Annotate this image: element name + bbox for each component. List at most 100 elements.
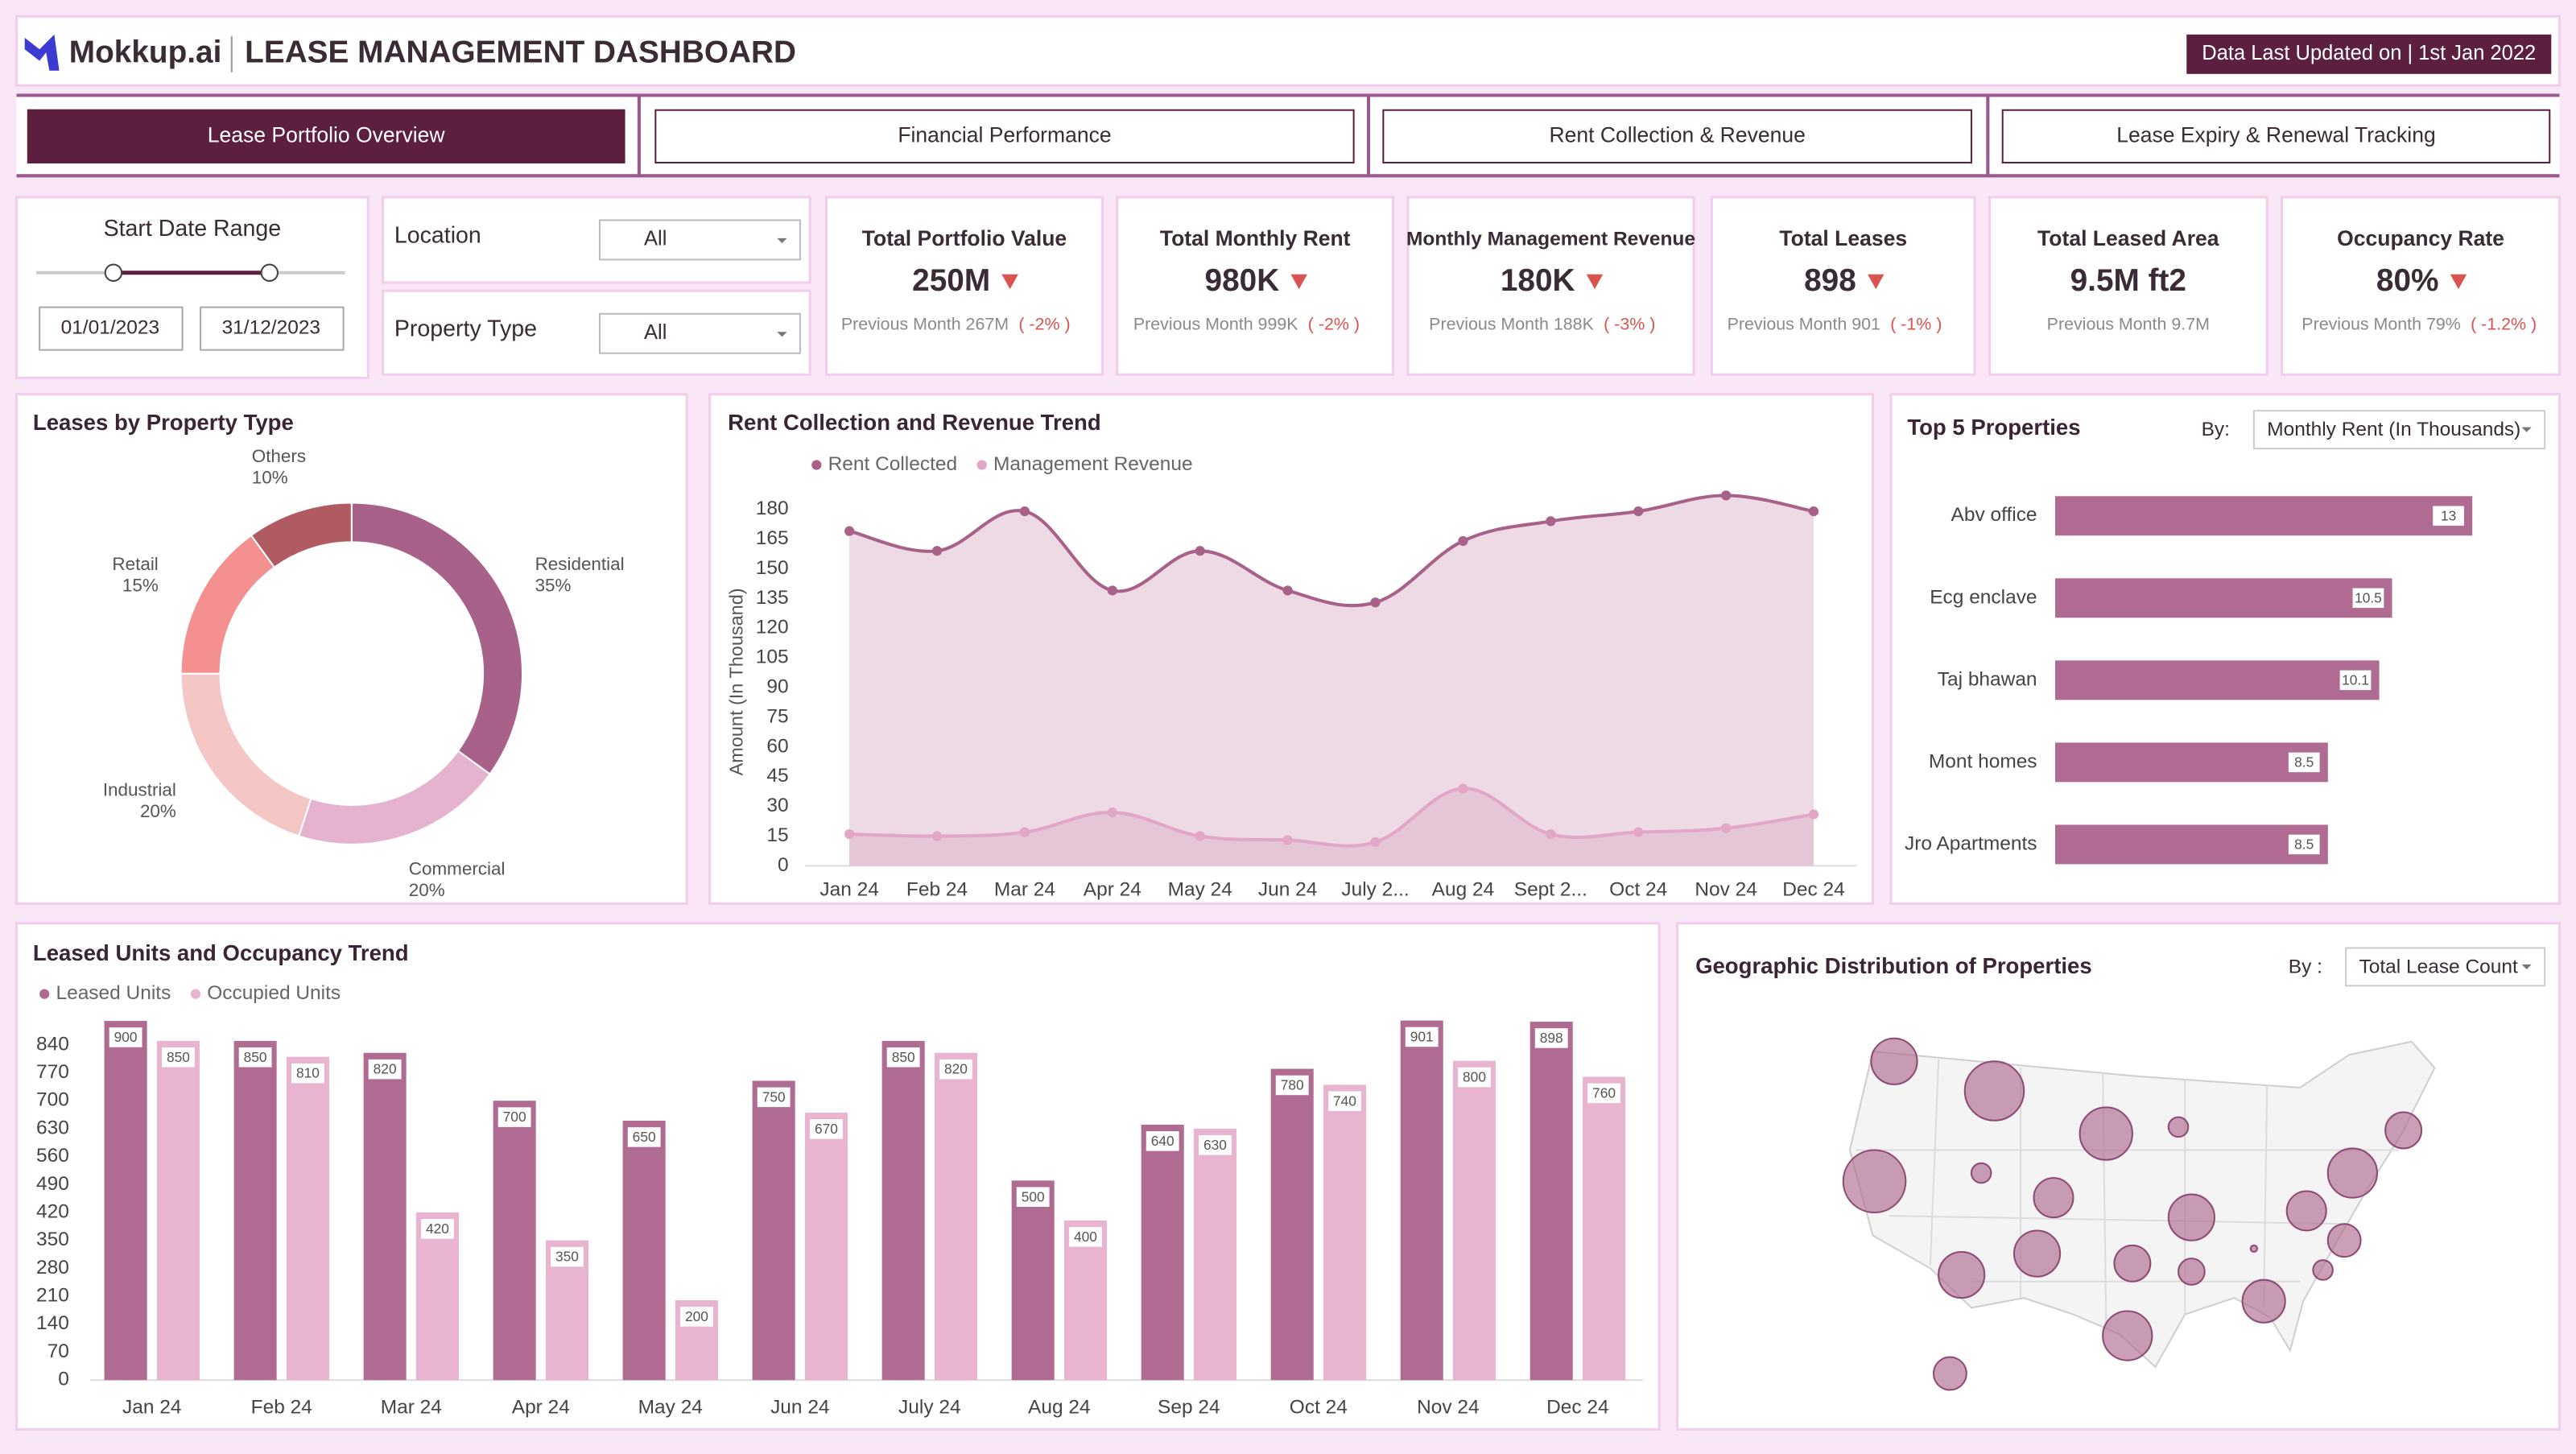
caret bbox=[2521, 427, 2532, 432]
slice-label: Commercial bbox=[409, 859, 506, 879]
bubble bbox=[2113, 1244, 2152, 1283]
point bbox=[1458, 783, 1468, 794]
y-tick-label: 700 bbox=[36, 1089, 69, 1111]
value-label: 901 bbox=[1410, 1029, 1434, 1045]
by-value: Total Lease Count bbox=[2359, 956, 2518, 977]
brand: Mokkup.ai bbox=[69, 35, 222, 70]
value-box bbox=[1328, 1091, 1361, 1112]
x-tick-label: Jun 24 bbox=[1258, 879, 1317, 901]
by-dropdown[interactable] bbox=[2345, 947, 2546, 987]
x-tick-label: Sep 24 bbox=[1158, 1396, 1220, 1418]
bubble bbox=[1963, 1060, 2025, 1121]
kpi-previous: Previous Month 901 bbox=[1728, 315, 1880, 334]
value-box bbox=[1275, 1075, 1309, 1096]
value-box bbox=[1146, 1131, 1179, 1151]
slider-handle[interactable] bbox=[260, 263, 279, 282]
value-box bbox=[1199, 1135, 1232, 1155]
value-label: 670 bbox=[815, 1121, 838, 1137]
category-label: Ecg enclave bbox=[1930, 586, 2037, 608]
x-tick-label: Feb 24 bbox=[906, 879, 968, 901]
point bbox=[1019, 506, 1030, 517]
slice-label: Retail bbox=[112, 554, 158, 574]
x-tick-label: Dec 24 bbox=[1782, 879, 1845, 901]
header bbox=[14, 14, 2562, 87]
legend-marker bbox=[38, 987, 52, 1001]
value-label: 8.5 bbox=[2294, 754, 2314, 770]
date-label: Start Date Range bbox=[104, 216, 282, 242]
property-type-label: Property Type bbox=[394, 316, 537, 342]
tab[interactable] bbox=[654, 109, 1355, 164]
point bbox=[931, 831, 943, 841]
y-tick-label: 350 bbox=[36, 1229, 69, 1250]
value-box bbox=[551, 1246, 584, 1267]
area bbox=[849, 495, 1814, 866]
kpi-change: ( -1% ) bbox=[1890, 315, 1942, 334]
bar bbox=[104, 1021, 147, 1381]
y-tick-label: 135 bbox=[756, 587, 789, 609]
by-label: By: bbox=[2202, 419, 2230, 440]
x-tick-label: Mar 24 bbox=[994, 879, 1055, 901]
y-tick-label: 15 bbox=[766, 824, 788, 846]
date-input[interactable] bbox=[200, 306, 345, 351]
trend-arrow bbox=[2450, 274, 2467, 290]
bubble bbox=[2079, 1106, 2133, 1161]
value-label: 780 bbox=[1281, 1077, 1304, 1093]
by-dropdown[interactable] bbox=[2252, 410, 2546, 450]
bubble bbox=[2167, 1116, 2190, 1138]
tab[interactable] bbox=[2001, 109, 2551, 164]
updated-badge bbox=[2186, 34, 2552, 74]
tab-label: Lease Portfolio Overview bbox=[208, 122, 446, 147]
x-tick-label: Aug 24 bbox=[1028, 1396, 1091, 1418]
value-label: 750 bbox=[762, 1088, 786, 1105]
y-tick-label: 75 bbox=[766, 705, 788, 727]
value-box bbox=[680, 1307, 713, 1327]
point bbox=[1107, 807, 1117, 818]
value-box bbox=[497, 1107, 531, 1127]
donut-slice bbox=[350, 502, 524, 775]
bar bbox=[2054, 742, 2328, 783]
kpi-value: 9.5M ft2 bbox=[2070, 263, 2186, 298]
bar bbox=[1452, 1060, 1496, 1381]
y-tick-label: 180 bbox=[756, 498, 789, 519]
panel-title: Leased Units and Occupancy Trend bbox=[33, 940, 409, 965]
value-label: 10.5 bbox=[2355, 589, 2382, 605]
value-box bbox=[109, 1027, 142, 1047]
y-tick-label: 0 bbox=[778, 854, 789, 876]
kpi-card bbox=[1116, 196, 1395, 376]
y-tick-label: 560 bbox=[36, 1145, 69, 1167]
bubble bbox=[2167, 1193, 2215, 1241]
kpi-value: 250M bbox=[912, 263, 990, 298]
slider-handle[interactable] bbox=[104, 263, 123, 282]
bubble bbox=[1842, 1149, 1907, 1214]
bubble bbox=[2326, 1223, 2362, 1258]
panel-title: Rent Collection and Revenue Trend bbox=[728, 410, 1101, 435]
bar bbox=[1141, 1124, 1184, 1381]
bar bbox=[2054, 496, 2473, 536]
location-label: Location bbox=[394, 222, 481, 248]
property-type-dropdown[interactable] bbox=[598, 312, 801, 354]
kpi-change: ( -3% ) bbox=[1604, 315, 1655, 334]
date-input[interactable] bbox=[39, 306, 184, 351]
slice-value: 35% bbox=[535, 576, 572, 596]
tab[interactable] bbox=[27, 109, 625, 164]
bubble bbox=[2033, 1177, 2074, 1219]
y-tick-label: 140 bbox=[36, 1312, 69, 1334]
value-label: 810 bbox=[296, 1065, 320, 1081]
bubble bbox=[1938, 1250, 1986, 1299]
bar bbox=[1193, 1128, 1237, 1381]
category-label: Taj bhawan bbox=[1938, 668, 2037, 690]
value-label: 8.5 bbox=[2294, 836, 2314, 853]
bubble bbox=[1932, 1356, 1967, 1391]
value-label: 700 bbox=[503, 1109, 526, 1125]
value-label: 800 bbox=[1463, 1069, 1486, 1085]
value-label: 760 bbox=[1592, 1084, 1616, 1101]
tab[interactable] bbox=[1382, 109, 1972, 164]
value-box bbox=[2288, 834, 2320, 855]
bar bbox=[2054, 660, 2380, 700]
x-tick-label: Apr 24 bbox=[1084, 879, 1141, 901]
x-tick-label: Nov 24 bbox=[1417, 1396, 1480, 1418]
bar bbox=[1270, 1068, 1314, 1381]
location-dropdown[interactable] bbox=[598, 219, 801, 261]
y-tick-label: 630 bbox=[36, 1117, 69, 1138]
value-label: 820 bbox=[374, 1061, 397, 1077]
